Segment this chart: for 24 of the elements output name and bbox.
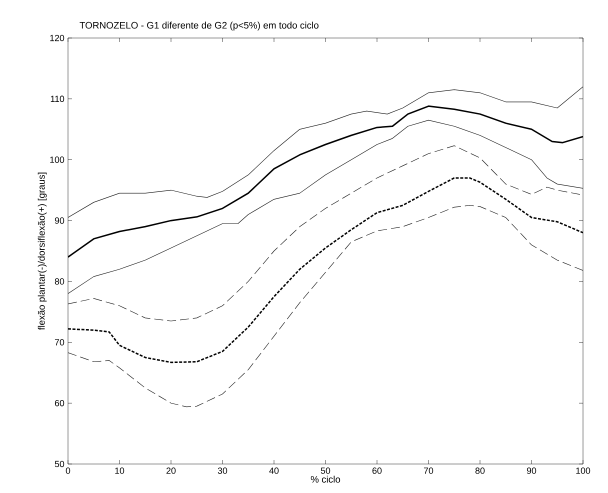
x-tick-label: 80 — [475, 468, 485, 474]
x-tick-label: 70 — [424, 468, 434, 474]
x-tick-label: 40 — [269, 468, 279, 474]
x-tick-label: 20 — [166, 468, 176, 474]
y-tick-label: 60 — [54, 400, 64, 406]
chart-title: TORNOZELO - G1 diferente de G2 (p<5%) em todo ciclo — [80, 22, 319, 31]
line-series — [68, 86, 584, 218]
x-tick-label: 30 — [218, 468, 228, 474]
x-axis-title: % ciclo — [310, 476, 340, 483]
y-tick-label: 90 — [54, 217, 64, 224]
y-tick-label: 120 — [50, 34, 64, 42]
y-tick-label: 110 — [50, 96, 64, 102]
y-tick-label: 80 — [54, 278, 64, 285]
x-tick-label: 100 — [576, 468, 590, 474]
x-tick-label: 10 — [115, 468, 124, 474]
line-series — [68, 205, 584, 408]
x-tick-label: 50 — [320, 468, 330, 474]
y-tick-label: 50 — [54, 460, 64, 468]
y-tick-label: 70 — [54, 339, 64, 346]
y-axis-title: flexão plantar(-)/dorsiflexão(+) [graus] — [38, 172, 47, 330]
x-tick-label: 60 — [372, 468, 382, 474]
x-tick-label: 90 — [526, 468, 536, 474]
x-tick-label: 0 — [66, 468, 70, 474]
y-tick-label: 100 — [50, 156, 64, 163]
